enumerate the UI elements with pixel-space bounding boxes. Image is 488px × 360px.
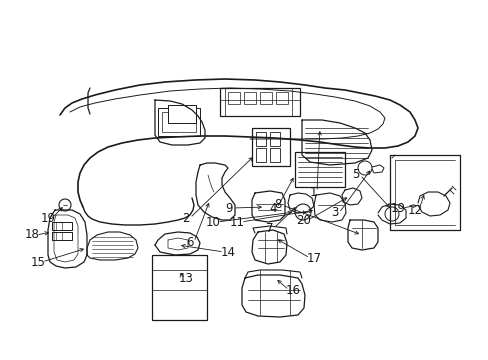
Text: 2: 2 [182,211,189,225]
Circle shape [384,207,398,221]
Bar [244,92,256,104]
Bar [269,148,280,162]
Bar [158,108,200,136]
Text: 19: 19 [41,211,55,225]
Text: 11: 11 [229,216,244,229]
Bar [52,222,72,230]
Text: 4: 4 [269,202,276,215]
Circle shape [294,204,310,220]
Bar [260,92,271,104]
Bar [220,88,299,116]
Text: 17: 17 [306,252,321,265]
Text: 6: 6 [186,235,193,248]
Text: 16: 16 [285,284,300,297]
Circle shape [59,199,71,211]
Text: 7: 7 [265,221,273,234]
Bar [52,232,72,240]
Text: 10: 10 [205,216,220,229]
Bar [227,92,240,104]
Circle shape [357,161,371,175]
Bar [256,132,265,146]
Bar [152,255,206,320]
Bar [251,128,289,166]
Text: 9: 9 [225,202,232,215]
Text: 15: 15 [30,256,45,269]
Text: 13: 13 [178,271,193,284]
Text: 12: 12 [407,203,422,216]
Bar [269,132,280,146]
Bar [275,92,287,104]
Text: 1: 1 [308,185,316,198]
Text: 5: 5 [351,168,359,181]
Text: 3: 3 [331,207,338,220]
Text: 18: 18 [24,229,40,242]
Text: 8: 8 [274,198,281,211]
Text: 14: 14 [220,246,235,258]
Text: 20: 20 [296,213,311,226]
Bar [294,152,345,187]
Bar [168,105,196,123]
Text: 19: 19 [390,202,405,215]
Bar [162,112,196,132]
Bar [256,148,265,162]
